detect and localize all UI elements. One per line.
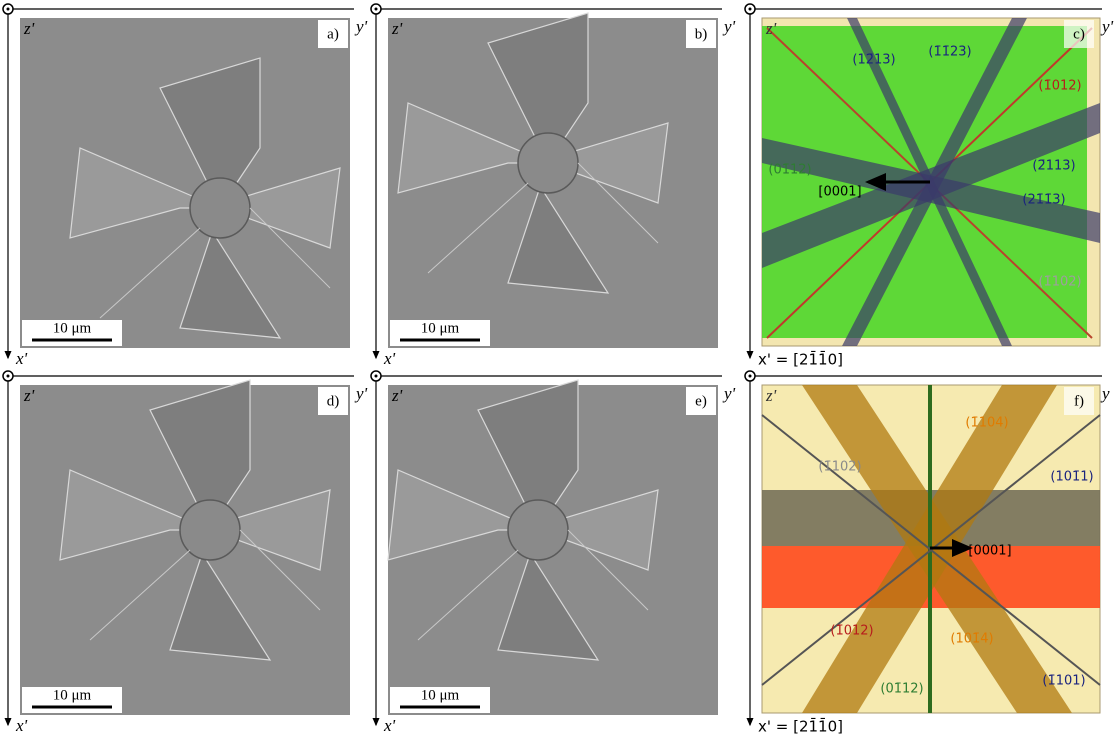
panel-label: f) <box>1074 393 1084 409</box>
z-axis-label: z' <box>23 386 35 405</box>
y-axis-label: y <box>1100 384 1110 403</box>
plane-label: (01̄12) <box>768 163 811 178</box>
origin-dot <box>375 375 378 378</box>
plane-label: (1̄102) <box>1038 275 1081 290</box>
origin-dot <box>749 8 752 11</box>
z-axis-label: z' <box>765 386 777 405</box>
y-axis-label: y' <box>722 17 736 36</box>
panel-label: d) <box>327 393 340 409</box>
plane-label: (12̄13) <box>852 53 895 68</box>
plane-label: (1̄012) <box>830 624 873 639</box>
scale-bar-label: 10 μm <box>421 687 460 703</box>
y-axis-label: y' <box>1100 17 1114 36</box>
plane-label: (1̄012) <box>1038 79 1081 94</box>
x-axis-label: x' <box>15 716 28 735</box>
plane-label: (21̄1̄3) <box>1022 193 1065 208</box>
plane-label: (1̄104) <box>965 416 1008 431</box>
x-axis-label: x' <box>383 349 396 368</box>
y-axis-label: y' <box>354 17 368 36</box>
plane-label: (1̄1̄23) <box>928 45 971 60</box>
panel-label: a) <box>327 26 339 42</box>
origin-dot <box>7 8 10 11</box>
scale-bar-label: 10 μm <box>421 320 460 336</box>
plane-label: (2̄113) <box>1032 159 1075 174</box>
origin-dot <box>749 375 752 378</box>
panel-label: c) <box>1073 26 1085 42</box>
y-axis-label: y' <box>722 384 736 403</box>
plane-label: (1̄102) <box>818 460 861 475</box>
origin-dot <box>375 8 378 11</box>
scale-bar-label: 10 μm <box>53 687 92 703</box>
z-axis-label: z' <box>765 19 777 38</box>
panel-label: e) <box>695 393 707 409</box>
figure: 10 μm z' y' x' a) 10 μm z' y' x' b) (12̄13) (1̄1̄23… <box>0 0 1117 740</box>
z-axis-label: z' <box>23 19 35 38</box>
plane-label: [0001] <box>968 544 1011 559</box>
origin-dot <box>7 375 10 378</box>
z-axis-label: z' <box>391 386 403 405</box>
panel-label: b) <box>695 26 708 42</box>
z-axis-label: z' <box>391 19 403 38</box>
plane-label: (01̄12) <box>880 682 923 697</box>
x-axis-label: x' <box>15 349 28 368</box>
plane-label: (101̄1) <box>1050 470 1093 485</box>
x-axis-label: x' = [21̄1̄0] <box>758 717 843 736</box>
plane-label: (101̄4) <box>950 632 993 647</box>
scale-bar-label: 10 μm <box>53 320 92 336</box>
plane-label: (1̄101) <box>1042 674 1085 689</box>
x-axis-label: x' = [21̄1̄0] <box>758 350 843 369</box>
x-axis-label: x' <box>383 716 396 735</box>
y-axis-label: y' <box>354 384 368 403</box>
plane-label: [0001] <box>818 185 861 200</box>
